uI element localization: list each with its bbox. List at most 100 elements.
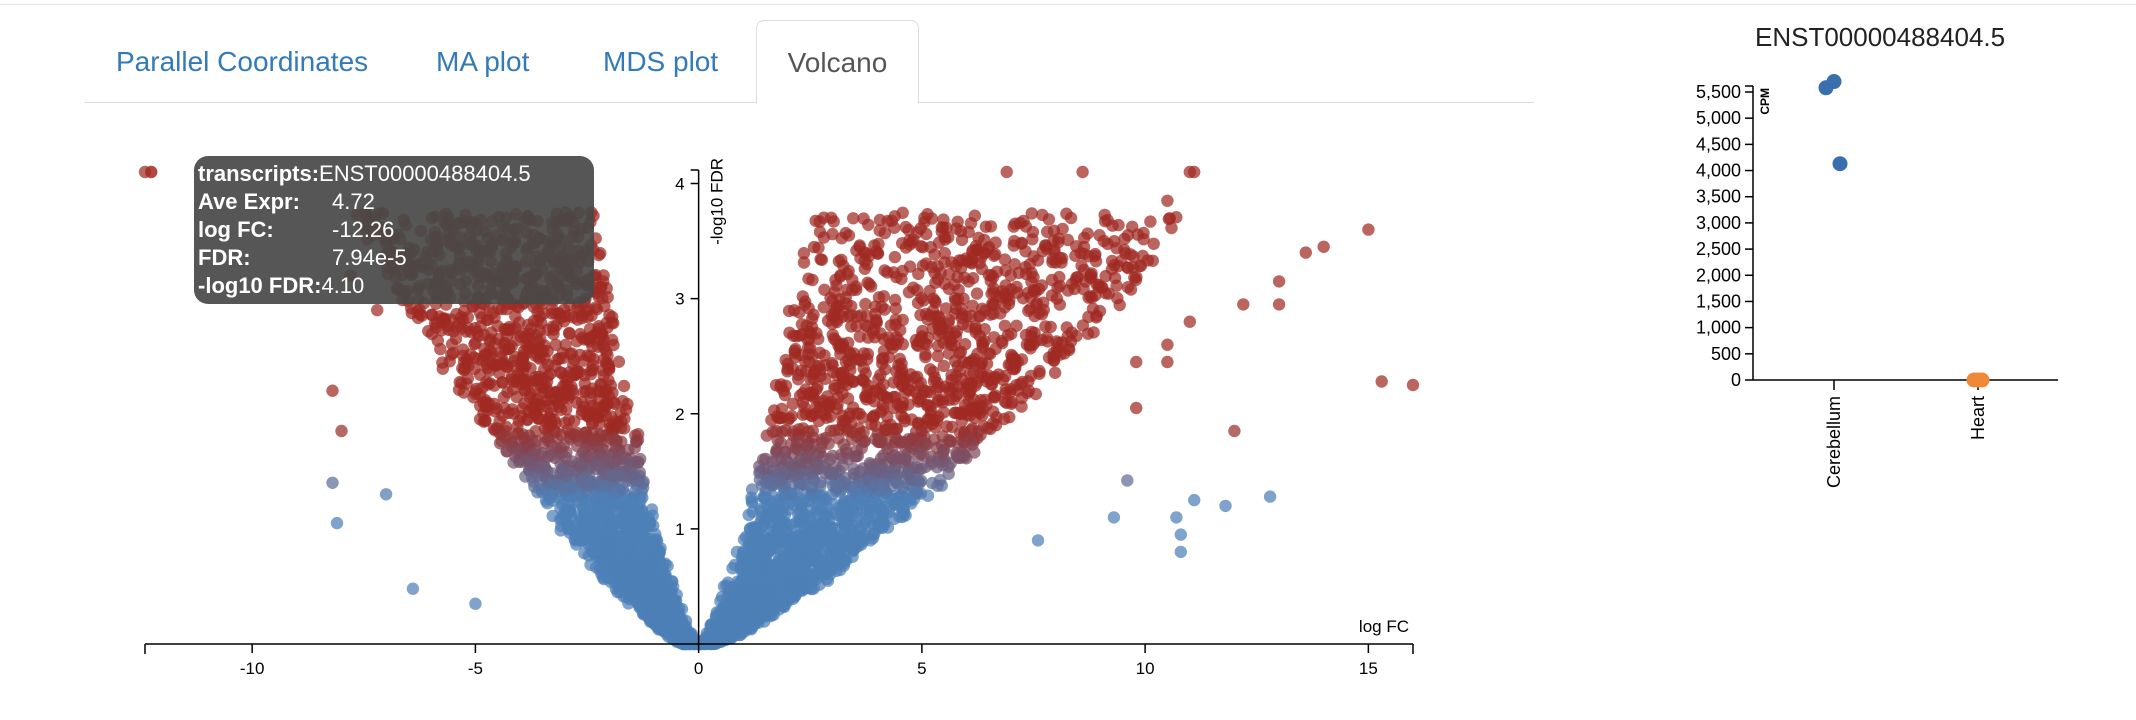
volcano-point[interactable]	[839, 355, 853, 368]
volcano-point[interactable]	[797, 247, 811, 260]
volcano-point[interactable]	[607, 316, 620, 330]
volcano-point[interactable]	[861, 276, 874, 289]
volcano-point[interactable]	[578, 508, 591, 521]
volcano-point[interactable]	[809, 214, 822, 227]
volcano-point[interactable]	[531, 343, 544, 357]
volcano-point[interactable]	[538, 352, 551, 365]
volcano-point[interactable]	[766, 425, 779, 438]
volcano-point[interactable]	[813, 566, 826, 580]
volcano-point[interactable]	[582, 549, 595, 562]
volcano-point[interactable]	[998, 319, 1012, 332]
volcano-point[interactable]	[594, 247, 607, 260]
volcano-point[interactable]	[935, 221, 948, 234]
volcano-point[interactable]	[994, 307, 1007, 320]
volcano-point[interactable]	[803, 389, 816, 402]
volcano-point[interactable]	[784, 568, 797, 581]
volcano-point[interactable]	[1099, 269, 1112, 283]
volcano-point[interactable]	[831, 532, 844, 545]
volcano-point[interactable]	[1124, 248, 1137, 261]
volcano-point[interactable]	[811, 508, 824, 521]
volcano-point[interactable]	[989, 372, 1002, 385]
volcano-point[interactable]	[988, 391, 1002, 404]
volcano-point[interactable]	[846, 283, 859, 297]
volcano-point[interactable]	[979, 220, 993, 233]
volcano-point[interactable]	[968, 446, 981, 459]
volcano-point[interactable]	[1033, 364, 1046, 378]
volcano-point[interactable]	[653, 544, 666, 558]
volcano-point[interactable]	[566, 387, 580, 400]
volcano-point[interactable]	[830, 402, 844, 415]
volcano-point[interactable]	[545, 478, 558, 492]
tab-mds-plot[interactable]: MDS plot	[603, 46, 719, 77]
volcano-point[interactable]	[790, 330, 803, 343]
volcano-point[interactable]	[856, 373, 869, 387]
volcano-point[interactable]	[783, 579, 797, 593]
volcano-point[interactable]	[936, 396, 950, 409]
volcano-point[interactable]	[1039, 320, 1052, 333]
volcano-point[interactable]	[891, 495, 904, 509]
volcano-point[interactable]	[561, 423, 574, 437]
volcano-point[interactable]	[1093, 229, 1106, 242]
volcano-point[interactable]	[950, 222, 963, 235]
volcano-point[interactable]	[488, 311, 501, 324]
volcano-point[interactable]	[937, 406, 950, 419]
volcano-point[interactable]	[845, 320, 858, 333]
volcano-point[interactable]	[1126, 220, 1139, 233]
volcano-point[interactable]	[468, 351, 481, 364]
volcano-point[interactable]	[1082, 310, 1095, 324]
volcano-point[interactable]	[468, 337, 481, 351]
volcano-point[interactable]	[411, 305, 424, 318]
volcano-point[interactable]	[571, 301, 584, 314]
volcano-point[interactable]	[938, 230, 951, 244]
volcano-point[interactable]	[945, 256, 958, 269]
volcano-point[interactable]	[434, 342, 447, 356]
volcano-point[interactable]	[1056, 222, 1069, 236]
volcano-point[interactable]	[1026, 225, 1040, 239]
volcano-point[interactable]	[1110, 279, 1123, 292]
volcano-point[interactable]	[878, 226, 891, 240]
volcano-point[interactable]	[819, 466, 832, 480]
volcano-point[interactable]	[898, 452, 911, 466]
volcano-point[interactable]	[832, 255, 846, 268]
volcano-point[interactable]	[597, 269, 610, 282]
volcano-point[interactable]	[628, 485, 642, 499]
volcano-point[interactable]	[1162, 212, 1176, 226]
volcano-point[interactable]	[825, 211, 838, 224]
volcano-point[interactable]	[568, 415, 581, 428]
volcano-point[interactable]	[1111, 291, 1124, 305]
volcano-point[interactable]	[1087, 326, 1100, 339]
volcano-point[interactable]	[937, 336, 950, 349]
volcano-point[interactable]	[422, 324, 435, 338]
volcano-point[interactable]	[594, 461, 607, 474]
volcano-point[interactable]	[620, 551, 633, 564]
volcano-point[interactable]	[851, 310, 864, 323]
volcano-point[interactable]	[987, 331, 1001, 344]
volcano-point[interactable]	[564, 482, 577, 495]
volcano-point[interactable]	[964, 383, 977, 397]
volcano-point[interactable]	[1010, 280, 1023, 294]
volcano-point[interactable]	[529, 374, 543, 387]
volcano-point[interactable]	[989, 342, 1002, 356]
volcano-point[interactable]	[817, 301, 830, 314]
volcano-point[interactable]	[1016, 292, 1030, 305]
volcano-point[interactable]	[1085, 291, 1099, 304]
volcano-point[interactable]	[1008, 217, 1022, 230]
volcano-point[interactable]	[598, 299, 611, 313]
volcano-point[interactable]	[800, 439, 813, 452]
volcano-point[interactable]	[547, 323, 560, 336]
volcano-point[interactable]	[857, 362, 870, 375]
volcano-point[interactable]	[595, 378, 608, 392]
volcano-point[interactable]	[622, 443, 635, 457]
volcano-point[interactable]	[597, 341, 611, 355]
volcano-point[interactable]	[980, 357, 994, 370]
volcano-point[interactable]	[1092, 280, 1106, 294]
volcano-point[interactable]	[606, 333, 619, 347]
volcano-point[interactable]	[571, 439, 584, 453]
volcano-point[interactable]	[976, 341, 989, 354]
volcano-point[interactable]	[959, 338, 972, 351]
volcano-point[interactable]	[1070, 271, 1083, 284]
volcano-point[interactable]	[829, 273, 842, 287]
volcano-point[interactable]	[1005, 396, 1019, 409]
volcano-point[interactable]	[889, 313, 902, 326]
volcano-point[interactable]	[832, 432, 845, 445]
